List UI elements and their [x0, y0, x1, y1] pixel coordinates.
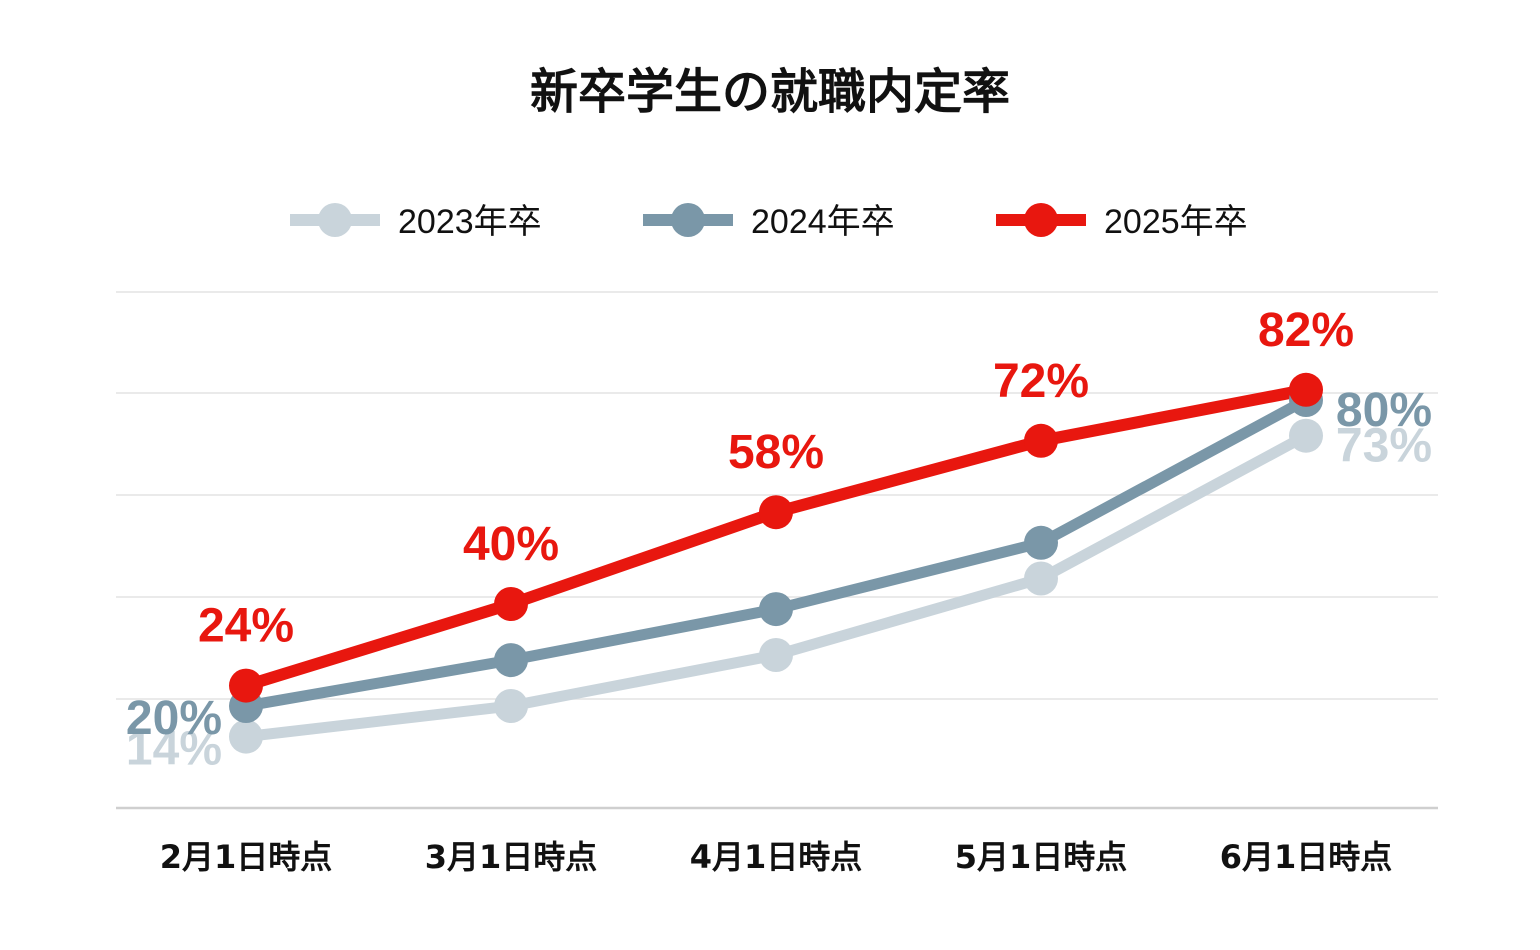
x-tick-label: 4月1日時点	[690, 838, 863, 876]
data-label: 40%	[463, 518, 559, 571]
legend-label: 2025年卒	[1104, 203, 1248, 241]
data-point-1-2	[759, 592, 793, 627]
x-axis: 2月1日時点 3月1日時点 4月1日時点 5月1日時点 6月1日時点	[160, 838, 1393, 876]
x-tick-label: 5月1日時点	[955, 838, 1128, 876]
data-point-2-4	[1289, 372, 1323, 407]
data-point-1-1	[494, 643, 528, 678]
data-label: 73%	[1336, 420, 1432, 473]
data-point-0-0	[229, 719, 263, 754]
data-labels: 14% 73% 20% 80% 24% 40% 58% 72% 82%	[126, 304, 1432, 776]
legend-marker-0	[318, 203, 352, 237]
data-label: 82%	[1258, 304, 1354, 357]
data-label: 14%	[126, 723, 222, 776]
x-tick-label: 3月1日時点	[425, 838, 598, 876]
data-point-1-3	[1024, 525, 1058, 560]
x-tick-label: 6月1日時点	[1220, 838, 1393, 876]
data-label: 24%	[198, 600, 294, 653]
x-tick-label: 2月1日時点	[160, 838, 333, 876]
data-point-0-3	[1024, 561, 1058, 596]
legend-marker-1	[671, 203, 705, 237]
data-label: 72%	[993, 355, 1089, 408]
legend-label: 2023年卒	[398, 203, 542, 241]
data-point-2-0	[229, 668, 263, 703]
data-label: 20%	[126, 692, 222, 745]
data-label: 58%	[728, 426, 824, 479]
legend-label: 2024年卒	[751, 203, 895, 241]
data-point-2-3	[1024, 423, 1058, 458]
series-points	[229, 372, 1323, 754]
data-point-0-1	[494, 689, 528, 723]
legend-marker-2	[1024, 203, 1058, 237]
data-point-0-4	[1289, 418, 1323, 453]
legend: 2023年卒 2024年卒 2025年卒	[290, 203, 1248, 241]
data-label: 80%	[1336, 384, 1432, 437]
data-point-2-1	[494, 587, 528, 621]
chart-title: 新卒学生の就職内定率	[530, 64, 1010, 120]
data-point-0-2	[759, 638, 793, 672]
data-point-2-2	[759, 495, 793, 530]
